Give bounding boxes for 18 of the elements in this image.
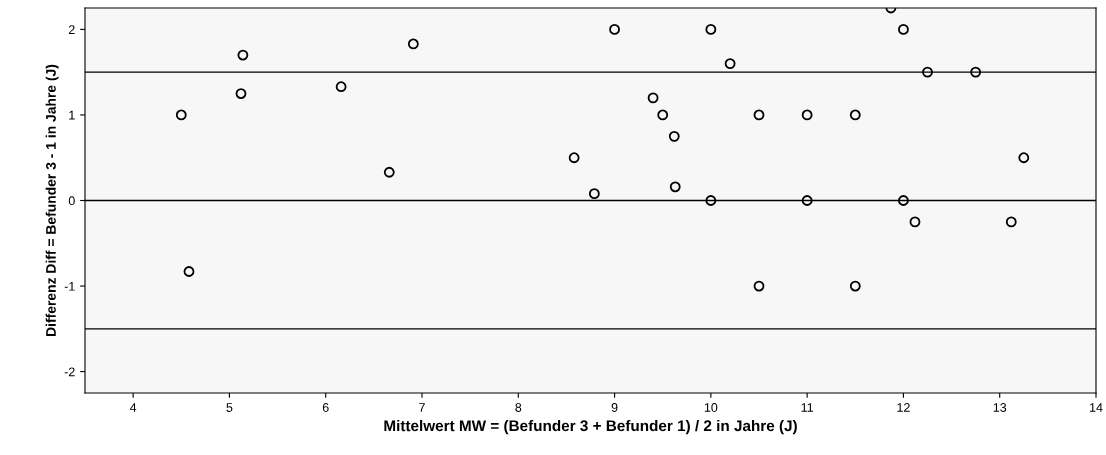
x-tick-label: 7 (419, 403, 425, 412)
x-tick-label: 8 (515, 403, 522, 412)
x-tick-label: 14 (1090, 403, 1103, 412)
x-tick-label: 9 (611, 403, 618, 412)
y-tick-label: 0 (68, 196, 75, 206)
x-tick-label: 6 (322, 403, 329, 412)
y-tick-label: -1 (64, 281, 75, 291)
y-tick-label: -2 (64, 367, 75, 377)
x-tick-label: 4 (129, 403, 137, 412)
x-tick-label: 10 (704, 403, 718, 412)
x-tick-label: 11 (801, 403, 814, 412)
y-axis-title: Differenz Diff = Befunder 3 - 1 in Jahre (J) (45, 64, 59, 336)
x-tick-label: 12 (897, 403, 910, 412)
x-tick-label: 13 (993, 403, 1007, 412)
y-tick-label: 2 (68, 25, 75, 34)
x-axis-title: Mittelwert MW = (Befunder 3 + Befunder 1) / 2 in Jahre (J) (384, 419, 797, 435)
y-tick-label: 1 (69, 110, 75, 120)
x-tick-label: 5 (226, 403, 233, 412)
